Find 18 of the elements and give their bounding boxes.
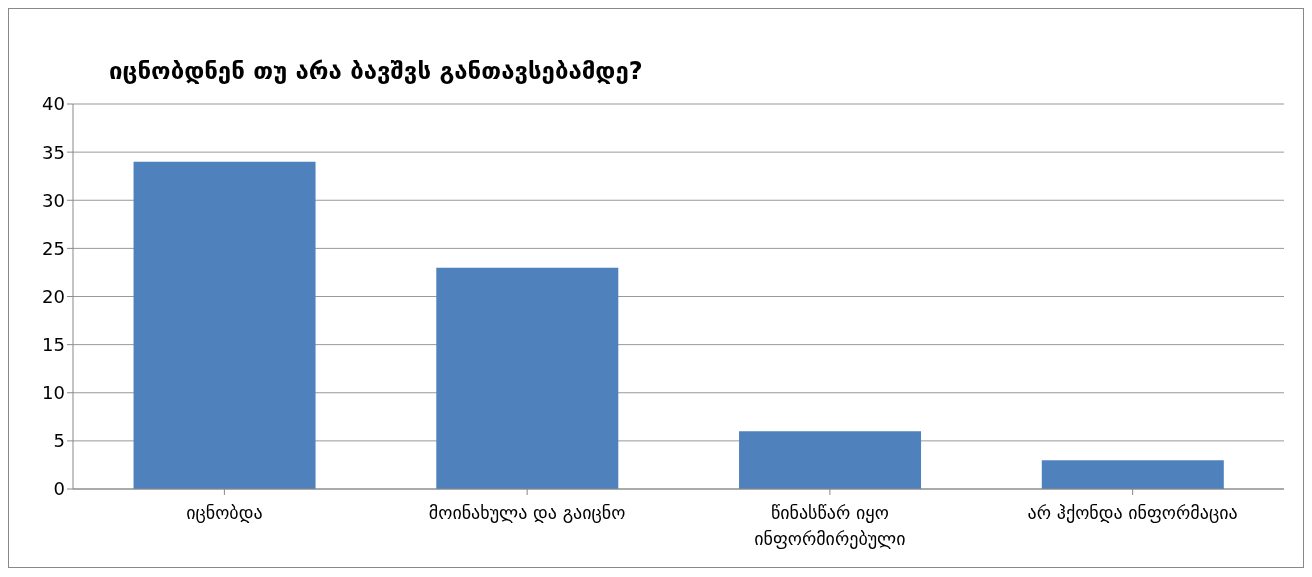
y-tick-label: 15: [42, 334, 65, 356]
bar: [1041, 460, 1224, 489]
chart-title: იცნობდნენ თუ არა ბავშვს განთავსებამდე?: [109, 57, 643, 85]
y-tick-label: 5: [53, 430, 65, 452]
x-tick-label: არ ჰქონდა ინფორმაცია: [1027, 502, 1238, 523]
x-tick-label: იცნობდა: [186, 502, 263, 523]
x-tick-label: წინასწარ იყო ინფორმირებული: [754, 502, 906, 549]
y-tick-label: 0: [53, 478, 65, 500]
x-tick-label: მოინახულა და გაიცნო: [428, 502, 626, 523]
y-tick-label: 35: [42, 141, 65, 163]
y-tick-label: 20: [42, 285, 65, 307]
y-tick-label: 10: [42, 382, 65, 404]
bar: [436, 267, 619, 489]
y-tick-label: 25: [42, 237, 65, 259]
bar: [133, 161, 316, 489]
bar: [739, 431, 922, 489]
y-tick-label: 30: [42, 189, 65, 211]
y-tick-label: 40: [42, 93, 65, 115]
